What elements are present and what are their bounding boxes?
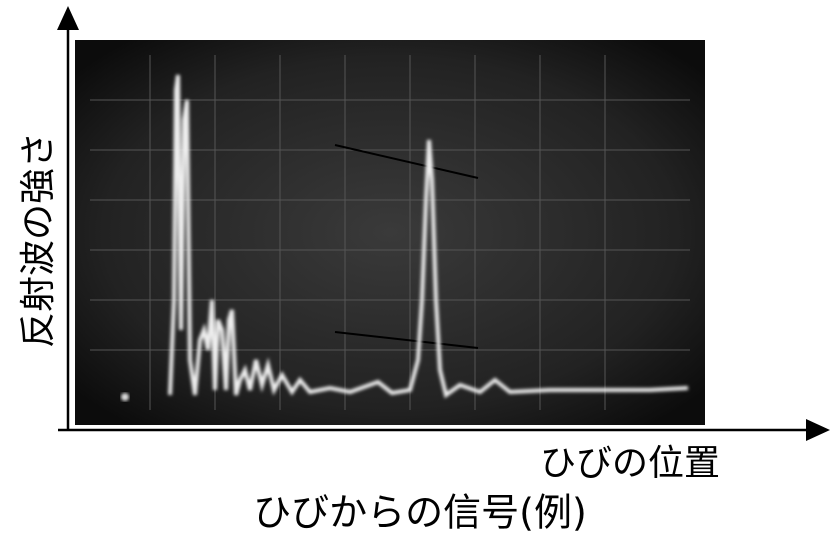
y-axis-arrow [57, 6, 79, 30]
y-axis-label: 反射波の強さ [18, 132, 59, 348]
oscilloscope-photo [75, 40, 705, 425]
x-axis-label: ひびの位置 [540, 443, 720, 484]
caption: ひびからの信号(例) [253, 491, 587, 535]
figure: 反射波の強さ ひびの位置 ひびからの信号(例) [0, 0, 833, 540]
x-axis-arrow [806, 419, 830, 441]
